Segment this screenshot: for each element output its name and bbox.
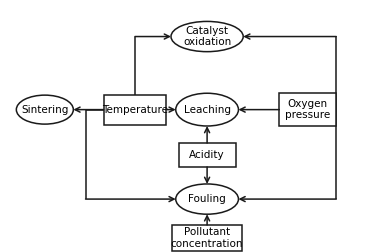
FancyBboxPatch shape (179, 143, 236, 167)
Text: Leaching: Leaching (184, 105, 231, 115)
Text: Catalyst
oxidation: Catalyst oxidation (183, 26, 231, 47)
FancyBboxPatch shape (103, 94, 166, 125)
Ellipse shape (171, 21, 243, 52)
Text: Acidity: Acidity (189, 150, 225, 160)
Text: Sintering: Sintering (21, 105, 68, 115)
Ellipse shape (176, 93, 239, 126)
Text: Pollutant
concentration: Pollutant concentration (171, 227, 243, 249)
Text: Fouling: Fouling (188, 194, 226, 204)
Ellipse shape (176, 184, 239, 214)
Text: Temperature: Temperature (102, 105, 168, 115)
Ellipse shape (16, 95, 73, 124)
FancyBboxPatch shape (172, 225, 242, 251)
Text: Oxygen
pressure: Oxygen pressure (285, 99, 331, 120)
FancyBboxPatch shape (279, 93, 336, 126)
